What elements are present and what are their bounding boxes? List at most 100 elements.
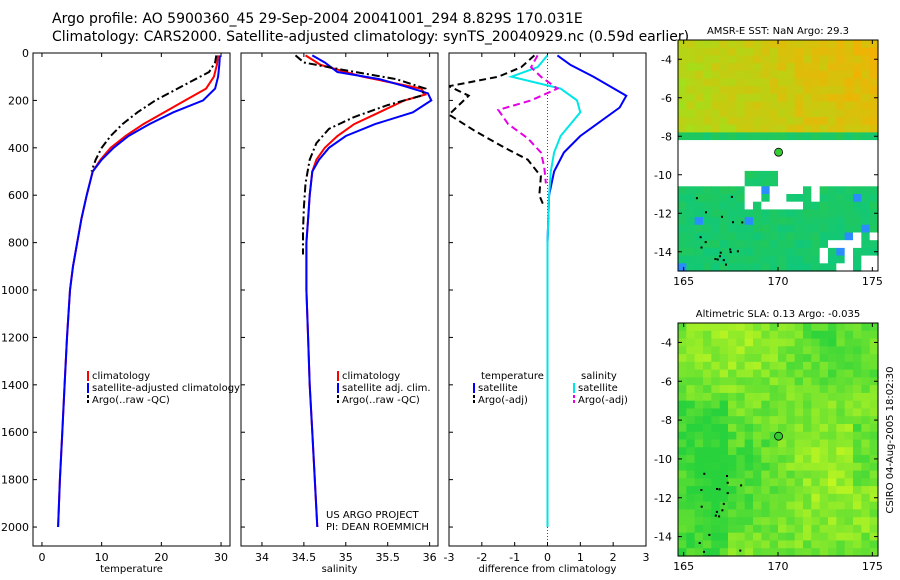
- difference-xtick-label: -2: [476, 551, 487, 564]
- difference-series-1: [449, 54, 546, 208]
- timestamp: CSIRO 04-Aug-2005 18:02:30: [885, 366, 896, 513]
- temperature-xtick-label: 10: [95, 551, 109, 564]
- salinity-legend-0-label: climatology: [342, 371, 400, 382]
- temperature-xtick-label: 20: [154, 551, 168, 564]
- difference-xlabel: difference from climatology: [479, 564, 617, 575]
- salinity-xtick-label: 34: [255, 551, 269, 564]
- sla-map-coast-speck: [718, 488, 721, 491]
- sst-map-xtick-label: 175: [862, 275, 883, 288]
- salinity-xtick-label: 36: [423, 551, 437, 564]
- sst-map-coast-speck: [730, 195, 733, 198]
- temperature-ytick-label: 2000: [1, 521, 29, 534]
- credit-project: US ARGO PROJECT: [326, 510, 420, 521]
- salinity-xtick-label: 35: [339, 551, 353, 564]
- sst-map-title: AMSR-E SST: NaN Argo: 29.3: [707, 26, 849, 37]
- difference-xtick-label: -3: [444, 551, 455, 564]
- sla-map-coast-speck: [740, 484, 743, 487]
- sst-map-coast-speck: [721, 215, 723, 218]
- temperature-axes-frame: [32, 52, 231, 547]
- sla-map-ytick-label: -6: [661, 375, 672, 388]
- sst-map-ytick-label: -14: [654, 246, 672, 259]
- sla-map-panel: [677, 322, 879, 557]
- temperature-legend-1-label: satellite-adjusted climatology: [92, 383, 240, 394]
- temperature-panel: [32, 52, 231, 547]
- sst-map-ytick-label: -12: [654, 207, 672, 220]
- temperature-ytick-label: 800: [8, 237, 29, 250]
- sst-map-ytick-label: -6: [661, 92, 672, 105]
- sla-map-ytick-label: -10: [654, 453, 672, 466]
- sst-map-coast-speck: [704, 241, 707, 244]
- sla-map-coast-speck: [714, 514, 717, 517]
- sla-map-coast-speck: [700, 505, 703, 508]
- plot-title-line1: Argo profile: AO 5900360_45 29-Sep-2004 …: [52, 11, 583, 27]
- sla-map-title: Altimetric SLA: 0.13 Argo: -0.035: [696, 309, 861, 320]
- sst-map-panel: [677, 39, 879, 272]
- salinity-axes-frame: [240, 52, 439, 547]
- difference-legend-sal-argo-label: Argo(-adj): [578, 395, 628, 406]
- salinity-legend-2-label: Argo(..raw -QC): [342, 395, 420, 406]
- sla-map-coast-speck: [726, 481, 729, 484]
- difference-legend-temp-sat-label: satellite: [478, 383, 518, 394]
- sst-map-coast-speck: [705, 211, 707, 214]
- salinity-series-0: [304, 54, 428, 528]
- difference-legend-temperature-header: temperature: [481, 371, 544, 382]
- difference-panel: [448, 52, 647, 547]
- sst-map-ytick-label: -10: [654, 169, 672, 182]
- sla-map-argo-marker: [774, 431, 783, 441]
- sla-map-cells: [678, 323, 879, 557]
- difference-xtick-label: 0: [544, 551, 551, 564]
- temperature-series-0: [57, 55, 220, 528]
- temperature-xtick-label: 30: [214, 551, 228, 564]
- sla-map-ytick-label: -12: [654, 492, 672, 505]
- sst-map-coast-speck: [725, 263, 727, 266]
- difference-xtick-label: 3: [643, 551, 650, 564]
- difference-series-0: [546, 54, 628, 527]
- temperature-ytick-label: 1000: [1, 284, 29, 297]
- sla-map-ytick-label: -14: [654, 531, 672, 544]
- sla-map-xtick-label: 165: [673, 560, 694, 573]
- temperature-xlabel: temperature: [100, 564, 163, 575]
- sst-map-argo-marker: [774, 147, 783, 157]
- salinity-series-2: [294, 54, 427, 255]
- sst-map-coast-speck: [736, 250, 739, 253]
- sst-map-coast-speck: [719, 255, 721, 258]
- temperature-legend-0-label: climatology: [92, 371, 150, 382]
- temperature-series-1: [57, 55, 221, 528]
- plot-title-line2: Climatology: CARS2000. Satellite-adjuste…: [52, 29, 690, 45]
- temperature-series-2: [90, 55, 218, 172]
- salinity-xtick-label: 34.5: [292, 551, 317, 564]
- temperature-ytick-label: 1200: [1, 331, 29, 344]
- difference-xtick-label: -1: [509, 551, 520, 564]
- temperature-ytick-label: 1800: [1, 474, 29, 487]
- sla-map-coast-speck: [716, 488, 718, 490]
- salinity-xtick-label: 35.5: [375, 551, 400, 564]
- difference-legend-salinity-header: salinity: [581, 371, 617, 382]
- sst-map-coast-speck: [732, 221, 734, 224]
- temperature-legend-2-label: Argo(..raw -QC): [92, 395, 170, 406]
- sst-map-coast-speck: [719, 251, 722, 254]
- sst-map-coast-speck: [714, 258, 717, 260]
- salinity-panel: [240, 52, 439, 547]
- sst-map-coast-speck: [729, 248, 732, 251]
- sst-map-coast-speck: [741, 221, 744, 224]
- temperature-ytick-label: 1600: [1, 426, 29, 439]
- sla-map-coast-speck: [715, 510, 718, 513]
- difference-xtick-label: 2: [610, 551, 617, 564]
- salinity-series-1: [305, 54, 433, 528]
- difference-legend-sal-sat-label: satellite: [578, 383, 618, 394]
- sst-map-xtick-label: 165: [673, 275, 694, 288]
- sst-map-coast-speck: [695, 197, 698, 200]
- sst-map-coast-speck: [699, 236, 702, 239]
- sst-map-ytick-label: -4: [661, 53, 672, 66]
- sst-map-ytick-label: -8: [661, 130, 672, 143]
- temperature-ytick-label: 600: [8, 189, 29, 202]
- sla-map-coast-speck: [698, 542, 701, 544]
- sla-map-ytick-label: -8: [661, 414, 672, 427]
- sst-map-coast-speck: [716, 258, 719, 261]
- sla-map-coast-speck: [703, 472, 706, 475]
- salinity-legend-1-label: satellite adj. clim.: [342, 383, 431, 394]
- credit-pi: PI: DEAN ROEMMICH: [326, 522, 429, 533]
- sst-map-coast-speck: [722, 259, 725, 262]
- sla-map-coast-speck: [726, 492, 729, 495]
